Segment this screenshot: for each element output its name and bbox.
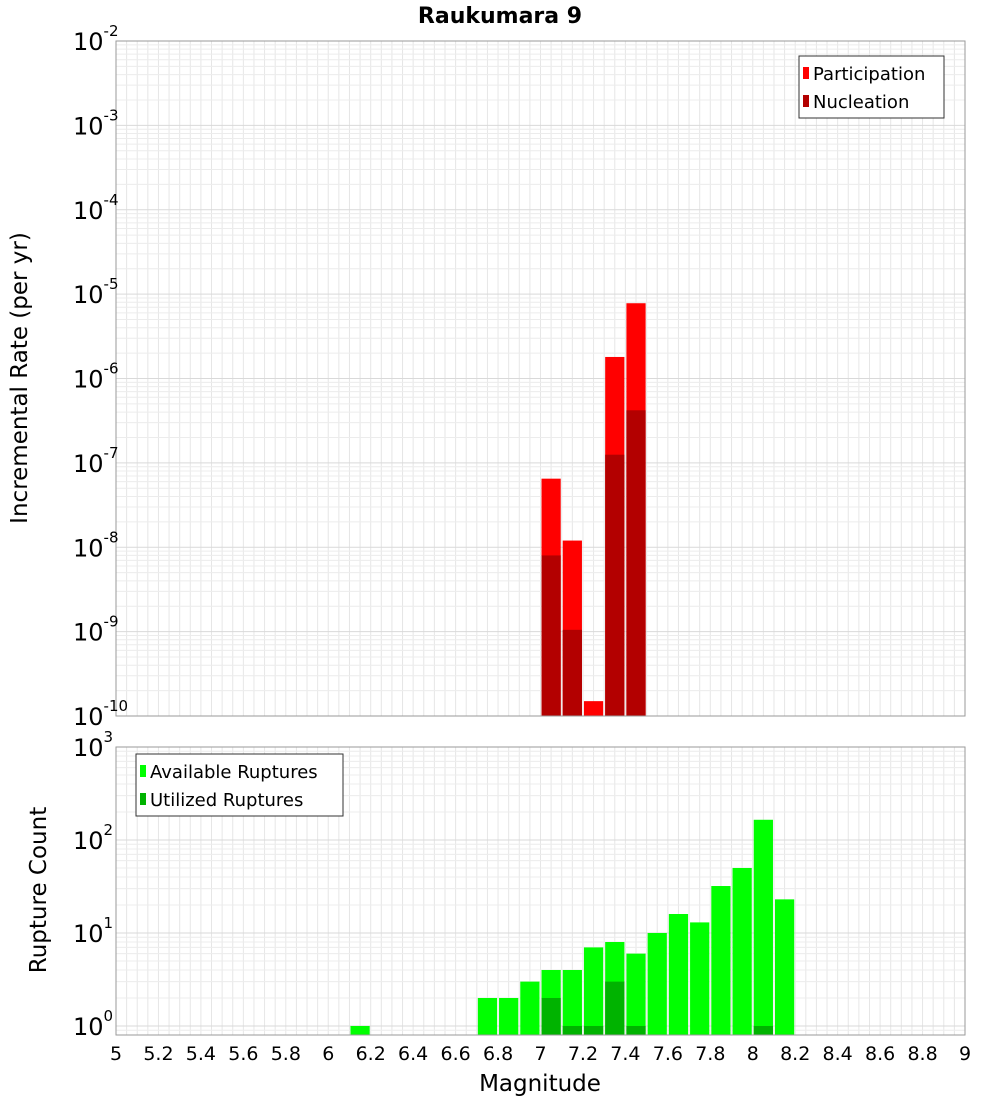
x-tick-label: 6.4 (398, 1043, 428, 1065)
x-tick-label: 6.6 (440, 1043, 470, 1065)
x-tick-label: 9 (959, 1043, 971, 1065)
x-tick-label: 8.6 (865, 1043, 895, 1065)
x-tick-label: 7.2 (568, 1043, 598, 1065)
y-tick-label: 103 (73, 728, 113, 762)
bar-available-ruptures (350, 1025, 370, 1035)
y-tick-label: 10-8 (73, 528, 119, 562)
legend-box (135, 753, 344, 817)
chart-title: Raukumara 9 (418, 4, 582, 29)
x-tick-label: 6 (322, 1043, 334, 1065)
x-tick-label: 5 (110, 1043, 122, 1065)
bar-available-ruptures (668, 914, 689, 1035)
bar-utilized-ruptures (583, 1025, 604, 1035)
bar-available-ruptures (711, 886, 731, 1035)
x-tick-label: 8.8 (907, 1043, 937, 1065)
bar-available-ruptures (626, 953, 646, 1035)
plot-frame (115, 746, 966, 1036)
x-tick-label: 7.6 (653, 1043, 683, 1065)
bar-nucleation (541, 555, 561, 716)
bar-available-ruptures (583, 947, 604, 1035)
x-tick-label: 8 (747, 1043, 759, 1065)
bar-utilized-ruptures (626, 1025, 646, 1035)
bar-nucleation (605, 454, 625, 716)
x-tick-label: 6.2 (356, 1043, 386, 1065)
bar-available-ruptures (753, 819, 773, 1035)
bar-available-ruptures (647, 932, 667, 1035)
y-tick-label: 10-5 (73, 275, 119, 309)
y-tick-label: 10-2 (73, 22, 119, 56)
legend-box (798, 55, 945, 119)
legend-swatch (140, 793, 146, 805)
y-tick-label: 10-7 (73, 444, 119, 478)
bar-available-ruptures (562, 969, 582, 1035)
x-tick-label: 5.6 (228, 1043, 258, 1065)
y-tick-label: 100 (73, 1007, 113, 1041)
bar-available-ruptures (520, 981, 540, 1035)
x-tick-label: 7.4 (610, 1043, 640, 1065)
bar-utilized-ruptures (605, 981, 625, 1035)
x-tick-label: 5.2 (143, 1043, 173, 1065)
legend-swatch (803, 67, 809, 79)
plot-frame (115, 40, 966, 717)
bar-participation (583, 701, 604, 716)
y-tick-label: 102 (73, 821, 113, 855)
top-y-axis-label: Incremental Rate (per yr) (7, 232, 33, 524)
y-tick-label: 10-10 (73, 697, 128, 731)
y-tick-label: 10-4 (73, 191, 119, 225)
bar-nucleation (626, 410, 646, 716)
bar-utilized-ruptures (562, 1025, 582, 1035)
x-tick-label: 8.4 (823, 1043, 853, 1065)
y-tick-label: 10-9 (73, 613, 119, 647)
legend: Available Ruptures Utilized Ruptures (135, 753, 344, 817)
x-tick-label: 7 (534, 1043, 546, 1065)
legend-label: Participation (813, 64, 925, 85)
legend: Participation Nucleation (798, 55, 945, 119)
bar-available-ruptures (690, 922, 710, 1035)
x-tick-label: 8.2 (780, 1043, 810, 1065)
rate-panel: 10-2 10-3 10-4 10-5 10-6 10-7 10-8 10-9 10-10 Par… (73, 22, 966, 731)
legend-swatch (803, 95, 809, 107)
x-tick-label: 6.8 (483, 1043, 513, 1065)
legend-label: Available Ruptures (150, 762, 318, 783)
y-tick-label: 10-6 (73, 360, 119, 394)
bar-utilized-ruptures (753, 1025, 773, 1035)
bar-available-ruptures (774, 899, 795, 1035)
y-tick-label: 10-3 (73, 106, 119, 140)
rupture-count-panel: 103 102 101 100 Available Ruptures Utilized R… (73, 728, 966, 1041)
legend-label: Utilized Ruptures (150, 790, 303, 811)
y-tick-label: 101 (73, 914, 113, 948)
x-tick-label: 5.8 (271, 1043, 301, 1065)
x-tick-label: 5.4 (186, 1043, 216, 1065)
bar-nucleation (562, 629, 582, 716)
bar-available-ruptures (477, 997, 498, 1035)
legend-swatch (140, 765, 146, 777)
legend-label: Nucleation (813, 92, 909, 113)
x-tick-label: 7.8 (695, 1043, 725, 1065)
x-axis-label: Magnitude (479, 1071, 601, 1097)
bar-available-ruptures (499, 997, 519, 1035)
bar-utilized-ruptures (541, 997, 561, 1035)
bar-available-ruptures (732, 867, 752, 1035)
bottom-y-axis-label: Rupture Count (26, 807, 52, 973)
x-axis-ticks: 5 5.2 5.4 5.6 5.8 6 6.2 6.4 6.6 6.8 7 7.2 7.4 7.6 7.8 8… (110, 1043, 971, 1065)
